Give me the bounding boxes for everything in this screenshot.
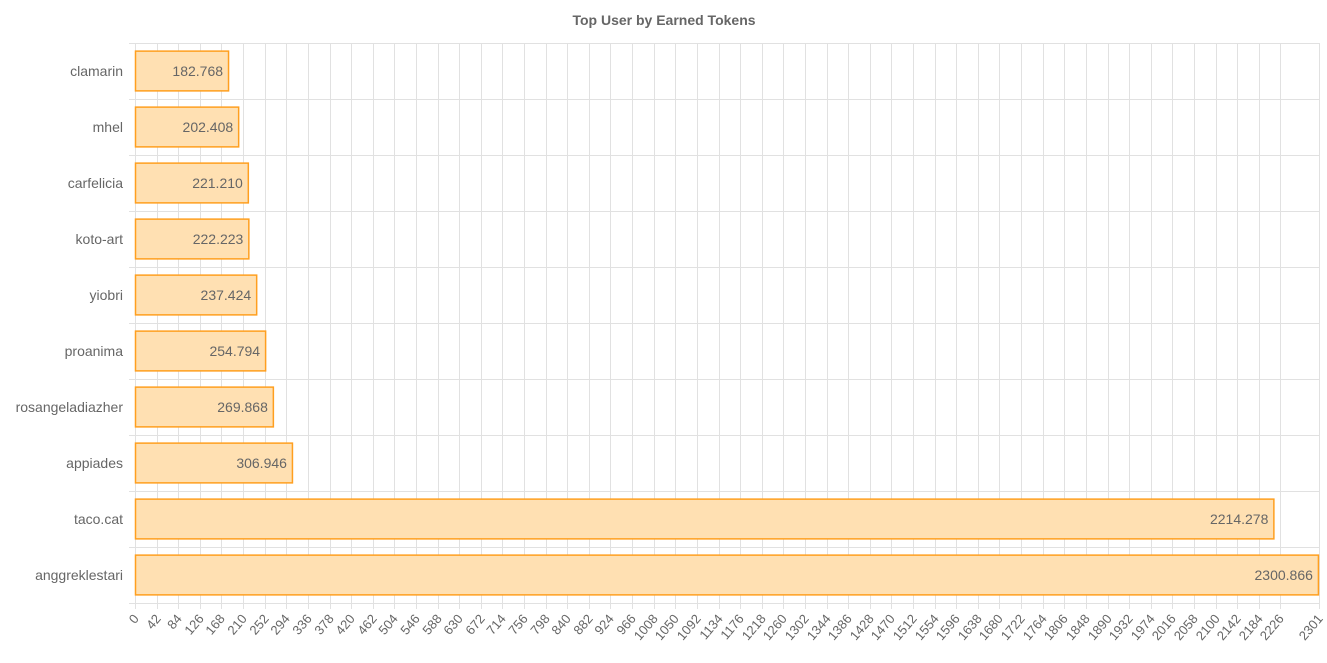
x-tick-label: 252	[246, 611, 271, 637]
bar	[134, 162, 250, 204]
x-tick-label: 2301	[1296, 611, 1326, 643]
x-tick-label: 1260	[760, 611, 790, 643]
category-label: taco.cat	[74, 511, 123, 527]
x-tick-label: 378	[311, 611, 336, 637]
x-tick-label: 882	[570, 611, 595, 637]
category-label: carfelicia	[68, 175, 123, 191]
x-tick-label: 1932	[1106, 611, 1136, 643]
x-tick-label: 1302	[782, 611, 812, 643]
x-tick-label: 1806	[1041, 611, 1071, 643]
x-tick-label: 0	[126, 611, 142, 626]
x-tick-label: 1848	[1063, 611, 1093, 643]
category-label: mhel	[93, 119, 123, 135]
bar	[134, 106, 240, 148]
x-tick-label: 1470	[868, 611, 898, 643]
category-label: appiades	[66, 455, 123, 471]
x-tick-label: 42	[143, 611, 164, 632]
bar	[134, 330, 267, 372]
x-tick-label: 504	[375, 611, 400, 637]
x-tick-label: 126	[181, 611, 206, 637]
bar	[134, 442, 294, 484]
bars: 182.768 202.408 221.210 222.223 237.424 254.7…	[134, 50, 1320, 596]
x-tick-label: 798	[527, 611, 552, 637]
x-tick-label: 1722	[998, 611, 1028, 643]
category-label: clamarin	[70, 63, 123, 79]
category-label: yiobri	[90, 287, 123, 303]
category-label: koto-art	[76, 231, 124, 247]
x-tick-label: 210	[224, 611, 249, 637]
chart-title: Top User by Earned Tokens	[572, 12, 755, 28]
x-tick-label: 840	[548, 611, 573, 637]
x-tick-label: 462	[354, 611, 379, 637]
bar	[134, 386, 275, 428]
x-tick-label: 168	[202, 611, 227, 637]
bar	[134, 274, 258, 316]
x-tick-label: 1386	[825, 611, 855, 643]
category-label: anggreklestari	[35, 567, 123, 583]
x-tick-label: 1680	[976, 611, 1006, 643]
x-tick-label: 672	[462, 611, 487, 637]
x-tick-label: 2226	[1257, 611, 1287, 643]
x-tick-label: 714	[483, 611, 508, 637]
x-tick-label: 1092	[674, 611, 704, 643]
x-tick-label: 1050	[652, 611, 682, 643]
x-tick-label: 1512	[890, 611, 920, 643]
x-tick-label: 546	[397, 611, 422, 637]
x-tick-label: 336	[289, 611, 314, 637]
bar-value-label: 182.768	[172, 63, 223, 79]
bar-value-label: 254.794	[209, 343, 260, 359]
bar-value-label: 221.210	[192, 175, 243, 191]
x-tick-label: 2016	[1149, 611, 1179, 643]
x-tick-label: 630	[440, 611, 465, 637]
x-tick-label: 2058	[1171, 611, 1201, 643]
x-tick-label: 756	[505, 611, 530, 637]
x-tick-label: 588	[419, 611, 444, 637]
x-axis-ticks: 0 42 8412616821025229433637842046250454658…	[126, 611, 1326, 643]
bar	[134, 554, 1320, 596]
x-tick-label: 2142	[1214, 611, 1244, 643]
x-tick-label: 1596	[933, 611, 963, 643]
x-tick-label: 294	[267, 611, 292, 637]
bar	[134, 218, 250, 260]
bar-value-label: 269.868	[217, 399, 268, 415]
bar	[134, 498, 1275, 540]
category-label: proanima	[65, 343, 124, 359]
x-tick-label: 924	[591, 611, 616, 637]
bar-value-label: 2214.278	[1210, 511, 1269, 527]
bar-value-label: 237.424	[201, 287, 252, 303]
bar-value-label: 306.946	[236, 455, 287, 471]
category-labels: clamarin mhel carfelicia koto-art yiobri proa…	[16, 63, 124, 583]
x-tick-label: 420	[332, 611, 357, 637]
bar	[134, 50, 230, 92]
bar-value-label: 2300.866	[1255, 567, 1314, 583]
category-label: rosangeladiazher	[16, 399, 124, 415]
bar-value-label: 202.408	[183, 119, 234, 135]
bar-value-label: 222.223	[193, 231, 244, 247]
